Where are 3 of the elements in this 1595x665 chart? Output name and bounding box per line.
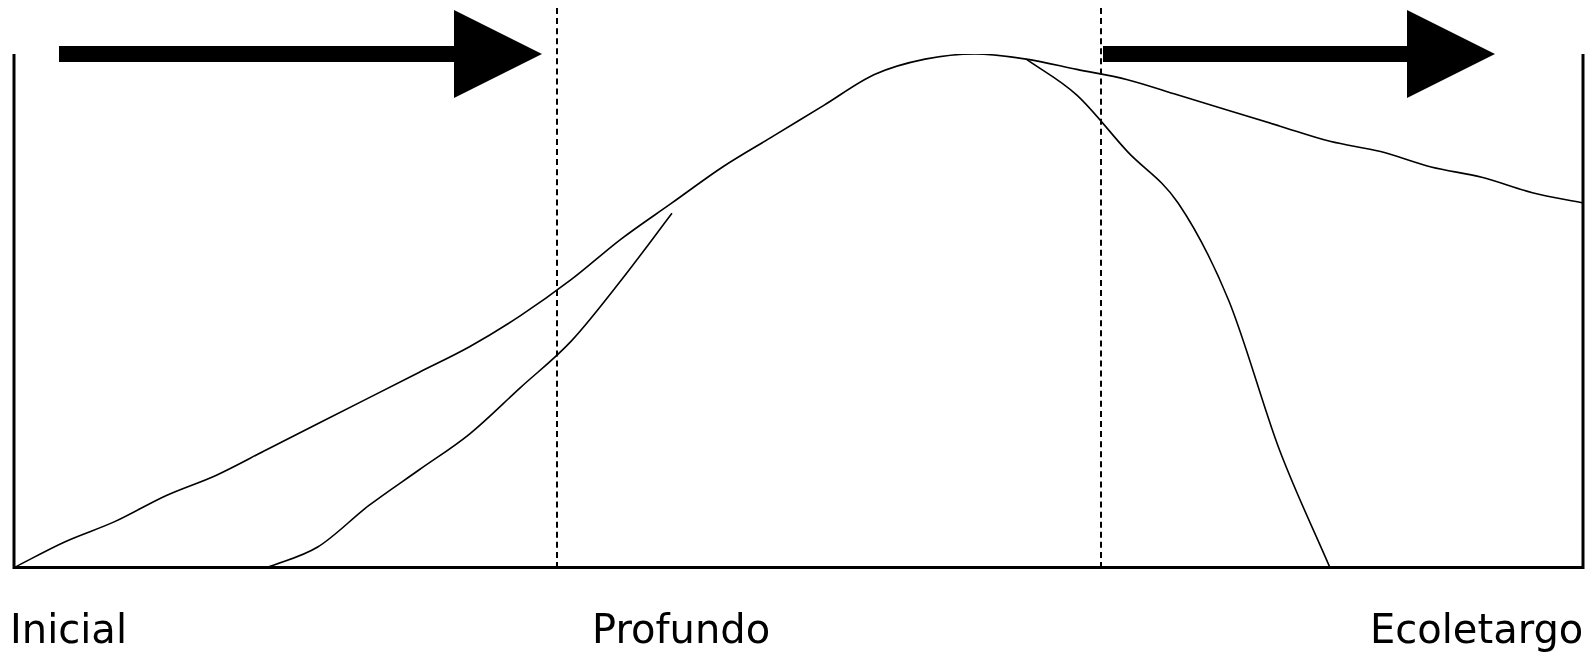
- text: Profundo: [592, 606, 771, 652]
- text: Inicial: [10, 606, 127, 652]
- text: Ecoletargo: [1370, 606, 1584, 652]
